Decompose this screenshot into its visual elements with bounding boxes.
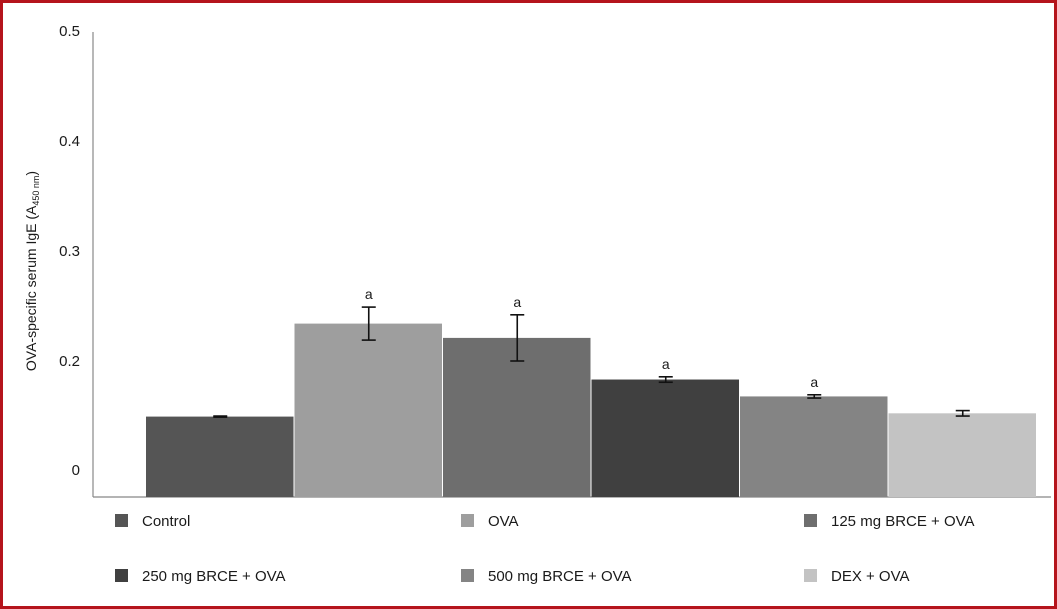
legend-label: 125 mg BRCE + OVA bbox=[831, 513, 975, 530]
significance-label: a bbox=[513, 294, 521, 310]
y-axis-label: OVA-specific serum IgE (A450 nm) bbox=[23, 171, 41, 371]
y-tick-label: 0.4 bbox=[59, 133, 80, 150]
y-axis-label-close: ) bbox=[23, 171, 39, 176]
legend-item: 250 mg BRCE + OVA bbox=[115, 568, 286, 585]
legend-swatch bbox=[461, 514, 474, 527]
bars bbox=[146, 323, 1036, 497]
legend-item: 500 mg BRCE + OVA bbox=[461, 568, 632, 585]
legend-label: OVA bbox=[488, 513, 519, 530]
legend-swatch bbox=[804, 569, 817, 582]
error-bar bbox=[361, 306, 376, 341]
legend-swatch bbox=[115, 569, 128, 582]
bar bbox=[888, 413, 1036, 497]
legend-label: DEX + OVA bbox=[831, 568, 910, 585]
significance-label: a bbox=[365, 286, 373, 302]
significance-labels: a a a a bbox=[365, 286, 819, 390]
y-tick-label: 0.3 bbox=[59, 243, 80, 260]
error-bar bbox=[510, 313, 525, 362]
legend-item: DEX + OVA bbox=[804, 568, 910, 585]
legend: Control OVA 125 mg BRCE + OVA 250 mg BRCE +… bbox=[115, 513, 975, 585]
error-bar bbox=[807, 393, 822, 399]
y-axis-label-main: OVA-specific serum IgE (A bbox=[23, 205, 39, 371]
bar bbox=[146, 416, 294, 497]
legend-swatch bbox=[115, 514, 128, 527]
legend-swatch bbox=[461, 569, 474, 582]
y-axis-label-sub: 450 nm bbox=[31, 176, 41, 206]
bar-chart: a a a a 0 0.2 0.3 0.4 0.5 OVA-specific serum Ig… bbox=[23, 23, 1051, 585]
y-tick-label: 0.5 bbox=[59, 23, 80, 40]
y-tick-labels: 0 0.2 0.3 0.4 0.5 bbox=[59, 23, 80, 479]
y-tick-label: 0 bbox=[72, 462, 80, 479]
bar bbox=[591, 379, 739, 497]
legend-swatch bbox=[804, 514, 817, 527]
y-tick-label: 0.2 bbox=[59, 353, 80, 370]
legend-item: OVA bbox=[461, 513, 519, 530]
error-bar bbox=[658, 376, 673, 384]
bar bbox=[294, 323, 442, 497]
error-bar bbox=[955, 409, 970, 417]
legend-label: Control bbox=[142, 513, 190, 530]
bar bbox=[740, 396, 888, 497]
legend-item: Control bbox=[115, 513, 190, 530]
significance-label: a bbox=[810, 374, 818, 390]
significance-label: a bbox=[662, 356, 670, 372]
legend-label: 500 mg BRCE + OVA bbox=[488, 568, 632, 585]
bar bbox=[443, 337, 591, 497]
legend-item: 125 mg BRCE + OVA bbox=[804, 513, 975, 530]
error-bar bbox=[213, 415, 228, 418]
error-bars bbox=[213, 306, 970, 418]
legend-label: 250 mg BRCE + OVA bbox=[142, 568, 286, 585]
